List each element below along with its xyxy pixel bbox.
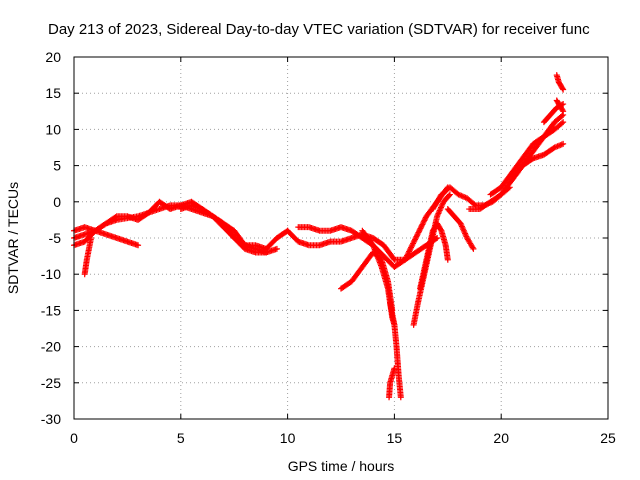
- y-tick-label: -20: [41, 339, 61, 355]
- data-point: [409, 241, 416, 248]
- series-track-20: [553, 97, 567, 115]
- series-track-5: [177, 202, 280, 256]
- data-point: [422, 215, 429, 222]
- data-point: [421, 217, 428, 224]
- y-tick-label: 0: [53, 194, 61, 210]
- y-tick-label: -25: [41, 375, 61, 391]
- y-tick-label: -15: [41, 302, 61, 318]
- axis-ticks: 0 5 10 15 20 25 -30 -25 -20 -15 -10 -5 0 5 10 15 20: [41, 49, 616, 446]
- data-point: [437, 226, 444, 233]
- data-point: [444, 256, 451, 263]
- y-tick-label: -5: [49, 230, 62, 246]
- series-track-11: [387, 300, 404, 401]
- data-point: [410, 239, 417, 246]
- y-tick-label: 10: [45, 121, 61, 137]
- data-point: [397, 394, 404, 401]
- data-point: [416, 226, 423, 233]
- data-point: [88, 235, 95, 241]
- data-point: [273, 245, 280, 252]
- data-point: [560, 86, 567, 93]
- data-point: [406, 248, 413, 255]
- data-point: [558, 112, 565, 119]
- plot-frame: [73, 56, 609, 420]
- x-tick-label: 25: [600, 430, 616, 446]
- data-point: [418, 222, 425, 229]
- data-point: [470, 245, 477, 252]
- data-point: [403, 254, 410, 261]
- data-marks: [71, 72, 567, 401]
- y-tick-label: 20: [45, 49, 61, 65]
- x-tick-label: 20: [493, 430, 509, 446]
- data-point: [560, 108, 567, 115]
- data-point: [446, 191, 453, 198]
- series-track-15: [444, 206, 477, 252]
- data-point: [560, 119, 567, 126]
- data-point: [412, 236, 419, 243]
- series-track-21: [553, 72, 567, 93]
- data-point: [407, 245, 414, 252]
- data-point: [135, 242, 142, 249]
- data-point: [404, 251, 411, 258]
- data-point: [405, 249, 412, 256]
- y-tick-label: -10: [41, 266, 61, 282]
- series-track-13: [417, 220, 451, 292]
- data-point: [412, 235, 419, 241]
- data-point: [402, 256, 409, 263]
- data-point: [406, 247, 413, 254]
- data-point: [559, 85, 566, 92]
- series-track-16: [466, 140, 567, 213]
- data-point: [415, 229, 422, 236]
- data-point: [411, 237, 418, 244]
- data-point: [416, 228, 423, 235]
- data-point: [414, 230, 421, 237]
- series-track-10: [386, 365, 398, 401]
- data-point: [419, 221, 426, 228]
- data-point: [560, 140, 567, 147]
- y-axis-label: SDTVAR / TECUs: [5, 182, 21, 294]
- data-point: [414, 232, 421, 239]
- x-tick-label: 10: [280, 430, 296, 446]
- chart-title: Day 213 of 2023, Sidereal Day-to-day VTE…: [48, 21, 590, 38]
- y-tick-label: -30: [41, 411, 61, 427]
- data-point: [402, 255, 409, 262]
- x-axis-label: GPS time / hours: [288, 458, 395, 474]
- data-point: [420, 218, 427, 225]
- data-point: [404, 252, 411, 259]
- series-track-4: [81, 235, 95, 278]
- data-point: [469, 244, 476, 251]
- data-point: [471, 201, 478, 208]
- grid: [74, 57, 608, 419]
- data-point: [418, 224, 425, 231]
- x-tick-label: 15: [387, 430, 403, 446]
- data-point: [408, 244, 415, 251]
- x-tick-label: 5: [177, 430, 185, 446]
- data-point: [413, 233, 420, 240]
- y-tick-label: 5: [53, 158, 61, 174]
- data-point: [558, 120, 565, 127]
- data-point: [408, 243, 415, 250]
- data-point: [410, 240, 417, 247]
- y-tick-label: 15: [45, 85, 61, 101]
- x-tick-label: 0: [70, 430, 78, 446]
- data-point: [559, 107, 566, 114]
- series-track-18: [508, 111, 567, 184]
- data-point: [417, 225, 424, 232]
- data-point: [446, 192, 453, 199]
- data-point: [420, 220, 427, 227]
